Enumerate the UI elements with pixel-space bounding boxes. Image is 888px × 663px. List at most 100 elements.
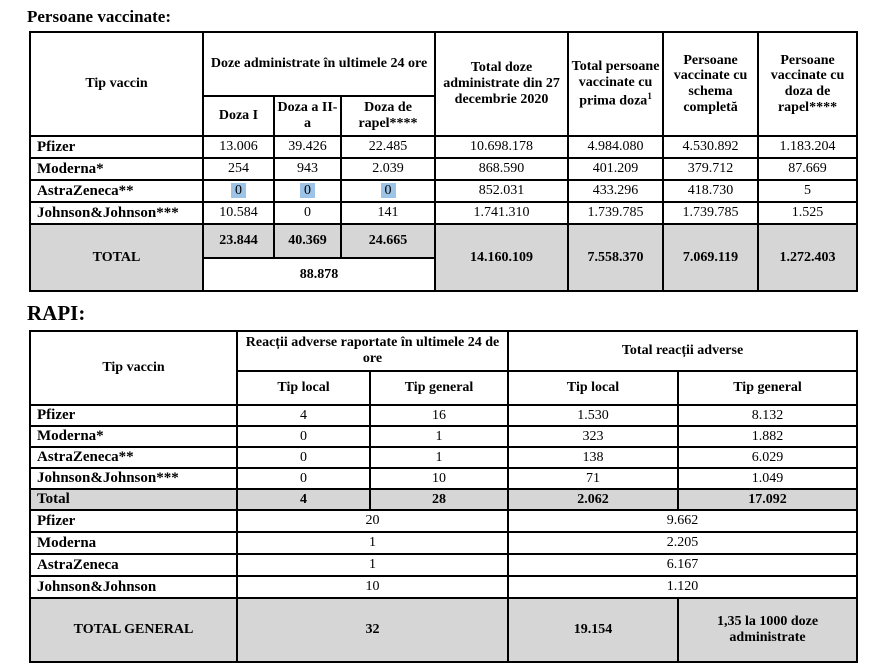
table-row-moderna: Moderna* 254 943 2.039 868.590 401.209 3…: [29, 157, 859, 181]
cell-total-schema: 7.069.119: [662, 223, 760, 292]
col-header-doza-rapel: Doza de rapel****: [339, 95, 437, 137]
row-label: AstraZeneca**: [29, 446, 238, 469]
document-page: Persoane vaccinate: Tip vaccin Doze admi…: [27, 7, 859, 663]
cell-total-rapel: 24.665: [339, 223, 437, 259]
rapi-row-johnson: Johnson&Johnson*** 0 10 71 1.049: [29, 467, 859, 490]
row-label: Pfizer: [29, 135, 204, 159]
rapi-row-total: Total 4 28 2.062 17.092: [29, 488, 859, 511]
rapi-combined-row-moderna: Moderna 1 2.205: [29, 531, 859, 555]
selected-text: 0: [300, 183, 315, 199]
cell-prima: 1.739.785: [567, 201, 665, 225]
cell-total-general-rate: 1,35 la 1000 doze administrate: [677, 597, 859, 663]
rapi-row-total-general: TOTAL GENERAL 32 19.154 1,35 la 1000 doz…: [29, 597, 859, 663]
cell-schema: 379.712: [662, 157, 760, 181]
row-label: Pfizer: [29, 404, 238, 427]
cell-general-total: 8.132: [677, 404, 859, 427]
row-label: Johnson&Johnson***: [29, 467, 238, 490]
cell-prima: 433.296: [567, 179, 665, 203]
vaccinated-table: Tip vaccin Doze administrate în ultimele…: [29, 31, 859, 292]
col-header-rapel-total: Persoane vaccinate cu doza de rapel****: [757, 31, 859, 137]
cell-rapel-total: 1.525: [757, 201, 859, 225]
cell-local-24h: 0: [236, 467, 371, 490]
cell-general-24h: 16: [368, 404, 510, 427]
cell-general-24h: 28: [368, 488, 510, 511]
cell-rapel: 141: [339, 201, 437, 225]
row-label: Pfizer: [29, 509, 238, 533]
cell-general-24h: 1: [368, 446, 510, 469]
cell-local-24h: 4: [236, 488, 371, 511]
rapi-combined-row-johnson: Johnson&Johnson 10 1.120: [29, 575, 859, 599]
rapi-header-row-2: Tip local Tip general Tip local Tip gene…: [30, 370, 859, 406]
col-header-total-reactii: Total reacții adverse: [507, 330, 859, 372]
cell-sum-total: 2.205: [507, 531, 859, 555]
rapi-header-row-1: Tip vaccin Reacții adverse raportate în …: [29, 330, 859, 406]
rapi-row-moderna: Moderna* 0 1 323 1.882: [29, 425, 859, 448]
cell-general-total: 17.092: [677, 488, 859, 511]
row-label: Johnson&Johnson: [29, 575, 238, 599]
col-header-prima-doza-text: Total persoane vaccinate cu prima doza: [571, 59, 660, 109]
col-header-tip-general-24h: Tip general: [368, 370, 510, 406]
rapi-row-pfizer: Pfizer 4 16 1.530 8.132: [29, 404, 859, 427]
cell-local-24h: 0: [236, 425, 371, 448]
cell-rapel-total: 1.183.204: [757, 135, 859, 159]
cell-doza2: 0: [273, 201, 342, 225]
vacc-header-row-2: Doza I Doza a II-a Doza de rapel****: [30, 95, 857, 137]
cell-total-doza2: 40.369: [273, 223, 342, 259]
cell-sum-total: 6.167: [507, 553, 859, 577]
cell-doza1: 254: [202, 157, 275, 181]
cell-local-total: 71: [507, 467, 680, 490]
col-header-reactii-24h: Reacții adverse raportate în ultimele 24…: [235, 330, 510, 372]
cell-schema: 418.730: [662, 179, 760, 203]
cell-doza1: 13.006: [202, 135, 275, 159]
col-header-doze-24h: Doze administrate în ultimele 24 ore: [201, 31, 437, 97]
cell-general-24h: 10: [368, 467, 510, 490]
section-title-rapi: RAPI:: [27, 301, 86, 325]
cell-sum-24h: 20: [235, 509, 510, 533]
rapi-combined-row-pfizer: Pfizer 20 9.662: [29, 509, 859, 533]
cell-doza1: 10.584: [202, 201, 275, 225]
cell-prima: 401.209: [567, 157, 665, 181]
cell-local-total: 323: [507, 425, 680, 448]
col-header-tip-vaccin: Tip vaccin: [29, 31, 204, 137]
cell-general-total: 1.049: [677, 467, 859, 490]
cell-total-rapel-total: 1.272.403: [757, 223, 859, 292]
row-label-total: TOTAL: [29, 223, 204, 292]
row-label: AstraZeneca: [29, 553, 238, 577]
table-row-pfizer: Pfizer 13.006 39.426 22.485 10.698.178 4…: [29, 135, 859, 159]
cell-total-general-24h: 32: [235, 597, 510, 663]
cell-total-total: 14.160.109: [434, 223, 570, 292]
cell-local-24h: 4: [236, 404, 371, 427]
cell-total: 852.031: [434, 179, 570, 203]
col-header-total-doze: Total doze administrate din 27 decembrie…: [434, 31, 570, 137]
cell-rapel-total: 87.669: [757, 157, 859, 181]
rapi-table: Tip vaccin Reacții adverse raportate în …: [29, 330, 859, 663]
row-label: Johnson&Johnson***: [29, 201, 204, 225]
row-label-total-general: TOTAL GENERAL: [29, 597, 238, 663]
cell-doza1: 0: [202, 179, 275, 203]
footnote-marker-1: 1: [647, 90, 652, 101]
table-row-astrazeneca: AstraZeneca** 0 0 0 852.031 433.296 418.…: [29, 179, 859, 203]
vacc-header-row-1: Tip vaccin Doze administrate în ultimele…: [29, 31, 859, 137]
col-header-prima-doza: Total persoane vaccinate cu prima doza1: [567, 31, 665, 137]
cell-rapel: 22.485: [339, 135, 437, 159]
cell-doza2: 39.426: [273, 135, 342, 159]
row-label-total: Total: [29, 488, 238, 511]
cell-doza2: 943: [273, 157, 342, 181]
cell-total-sum-24h: 88.878: [201, 257, 437, 292]
cell-total-general-local: 19.154: [507, 597, 680, 663]
cell-general-total: 1.882: [677, 425, 859, 448]
col-header-tip-local-24h: Tip local: [236, 370, 371, 406]
cell-local-total: 2.062: [507, 488, 680, 511]
cell-schema: 1.739.785: [662, 201, 760, 225]
cell-sum-total: 9.662: [507, 509, 859, 533]
cell-total: 868.590: [434, 157, 570, 181]
row-label: Moderna*: [29, 157, 204, 181]
cell-sum-24h: 10: [235, 575, 510, 599]
cell-sum-24h: 1: [235, 531, 510, 555]
rapi-row-astrazeneca: AstraZeneca** 0 1 138 6.029: [29, 446, 859, 469]
cell-rapel: 0: [339, 179, 437, 203]
cell-sum-total: 1.120: [507, 575, 859, 599]
cell-rapel-total: 5: [757, 179, 859, 203]
col-header-tip-general-total: Tip general: [677, 370, 859, 406]
cell-sum-24h: 1: [235, 553, 510, 577]
